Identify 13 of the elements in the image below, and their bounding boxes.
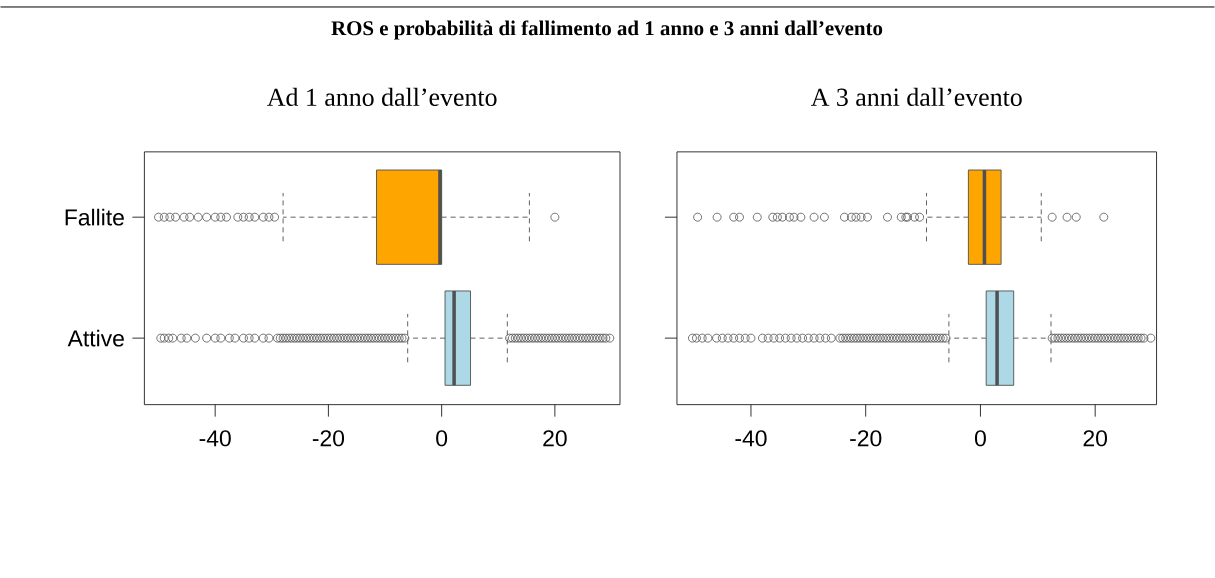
x-tick-label: -40 (735, 430, 767, 447)
y-tick-label: Attive (67, 329, 124, 347)
x-tick-label: -20 (850, 430, 882, 447)
x-tick-label: 20 (543, 430, 567, 447)
y-tick-label: Fallite (65, 209, 124, 226)
x-tick-label: -20 (312, 430, 345, 447)
x-tick-label: 20 (1083, 430, 1108, 447)
x-tick-label: 0 (974, 430, 986, 447)
chart-subtitle: Ad 1 anno dall’evento (267, 88, 497, 107)
x-tick-label: -40 (199, 430, 231, 447)
chart-subtitle: A 3 anni dall’evento (810, 88, 1022, 107)
chart-title: ROS e probabilità di fallimento ad 1 anno e 3 anni dall’evento (331, 20, 883, 40)
x-tick-label: 0 (436, 430, 448, 447)
